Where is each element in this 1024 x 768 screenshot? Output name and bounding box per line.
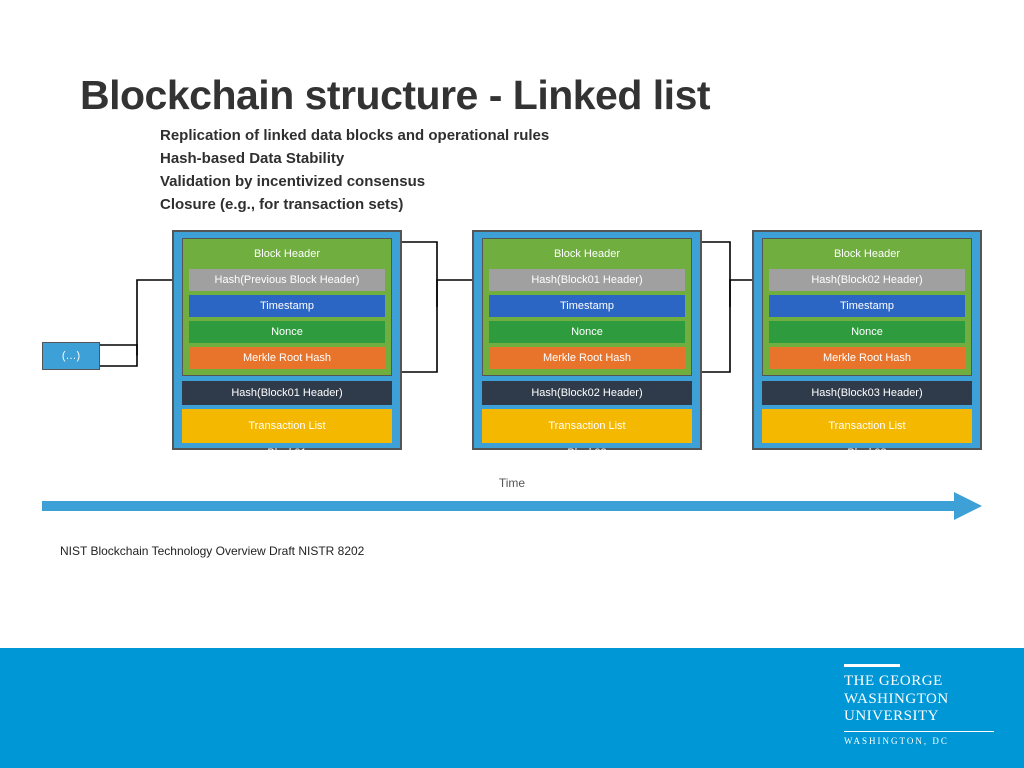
block-tx-row: Transaction List <box>762 409 972 443</box>
block-name-label: Block02 <box>482 447 692 459</box>
block-header-row: Hash(Block02 Header) <box>769 269 965 291</box>
logo-text: THE GEORGE WASHINGTON UNIVERSITY <box>844 673 994 725</box>
block-hash-row: Hash(Block03 Header) <box>762 381 972 405</box>
block-tx-row: Transaction List <box>182 409 392 443</box>
block-header-row: Hash(Block01 Header) <box>489 269 685 291</box>
arrow-head-icon <box>954 492 982 520</box>
bullet-item: Replication of linked data blocks and op… <box>160 125 549 146</box>
block-header-group: Block Header Hash(Previous Block Header) T… <box>182 238 392 376</box>
block: Block Header Hash(Block02 Header) Timestam… <box>752 230 982 450</box>
block-header-row: Timestamp <box>489 295 685 317</box>
block-header-row: Block Header <box>189 243 385 265</box>
footer-bar: THE GEORGE WASHINGTON UNIVERSITY WASHING… <box>0 648 1024 768</box>
logo-bar-icon <box>844 664 900 667</box>
block-hash-row: Hash(Block01 Header) <box>182 381 392 405</box>
genesis-block: (…) <box>42 342 100 370</box>
university-logo: THE GEORGE WASHINGTON UNIVERSITY WASHING… <box>844 664 994 746</box>
slide: Blockchain structure - Linked list Repli… <box>0 0 1024 768</box>
bullet-item: Closure (e.g., for transaction sets) <box>160 194 549 215</box>
block-name-label: Block03 <box>762 447 972 459</box>
bullet-item: Hash-based Data Stability <box>160 148 549 169</box>
bullet-item: Validation by incentivized consensus <box>160 171 549 192</box>
block-header-row: Merkle Root Hash <box>489 347 685 369</box>
block-header-row: Nonce <box>189 321 385 343</box>
bullet-list: Replication of linked data blocks and op… <box>160 125 549 217</box>
arrow-shaft <box>42 501 954 511</box>
block-tx-row: Transaction List <box>482 409 692 443</box>
block-header-row: Hash(Previous Block Header) <box>189 269 385 291</box>
time-arrow: Time <box>42 492 982 522</box>
block-header-row: Nonce <box>489 321 685 343</box>
block-header-row: Timestamp <box>769 295 965 317</box>
citation-text: NIST Blockchain Technology Overview Draf… <box>60 544 364 558</box>
block-header-row: Nonce <box>769 321 965 343</box>
block: Block Header Hash(Block01 Header) Timestam… <box>472 230 702 450</box>
block: Block Header Hash(Previous Block Header) T… <box>172 230 402 450</box>
block-header-row: Merkle Root Hash <box>769 347 965 369</box>
logo-subtext: WASHINGTON, DC <box>844 736 994 746</box>
time-label: Time <box>42 476 982 490</box>
block-header-row: Timestamp <box>189 295 385 317</box>
block-header-row: Block Header <box>489 243 685 265</box>
block-header-row: Block Header <box>769 243 965 265</box>
block-header-group: Block Header Hash(Block01 Header) Timestam… <box>482 238 692 376</box>
logo-divider-icon <box>844 731 994 732</box>
blockchain-diagram: (…) Block Header Hash(Previous Block Head… <box>42 230 982 460</box>
slide-title: Blockchain structure - Linked list <box>80 72 710 119</box>
block-header-group: Block Header Hash(Block02 Header) Timestam… <box>762 238 972 376</box>
block-name-label: Block01 <box>182 447 392 459</box>
block-hash-row: Hash(Block02 Header) <box>482 381 692 405</box>
block-header-row: Merkle Root Hash <box>189 347 385 369</box>
